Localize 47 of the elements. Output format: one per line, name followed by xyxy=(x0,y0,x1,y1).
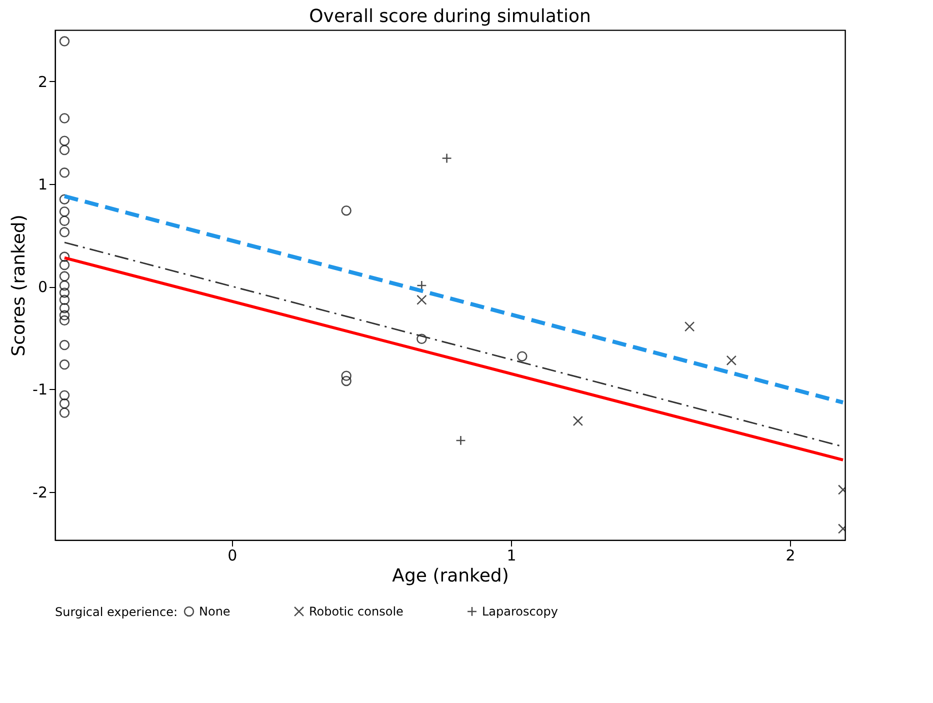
point xyxy=(517,351,528,362)
point xyxy=(684,321,695,332)
legend-label: Laparoscopy xyxy=(482,604,558,618)
y-tick-label: 0 xyxy=(38,278,48,296)
x-tick-label: 0 xyxy=(228,546,238,564)
y-axis-title: Scores (ranked) xyxy=(8,214,30,356)
point xyxy=(59,340,70,350)
point xyxy=(59,271,70,282)
point xyxy=(59,168,70,178)
y-tick-label: -2 xyxy=(32,483,48,502)
x-tick-label: 1 xyxy=(506,546,516,564)
point xyxy=(416,334,427,344)
point xyxy=(59,260,70,270)
point xyxy=(59,294,70,305)
point xyxy=(59,408,70,418)
point xyxy=(59,227,70,238)
point xyxy=(341,376,352,386)
point xyxy=(59,288,70,298)
point xyxy=(416,294,427,305)
point xyxy=(341,205,352,216)
point xyxy=(59,398,70,409)
point xyxy=(59,359,70,370)
point xyxy=(59,36,70,46)
point xyxy=(59,252,70,262)
point xyxy=(341,370,352,381)
point xyxy=(59,390,70,400)
legend-title: Surgical experience: xyxy=(55,605,178,619)
chart-title: Overall score during simulation xyxy=(309,6,591,27)
x-axis-title: Age (ranked) xyxy=(392,566,509,586)
y-tick-label: 1 xyxy=(38,175,48,194)
point xyxy=(572,416,584,426)
legend-label: Robotic console xyxy=(309,604,404,618)
x-tick-label: 2 xyxy=(786,546,796,564)
point xyxy=(59,144,70,156)
point xyxy=(59,280,70,291)
point xyxy=(726,355,737,366)
y-tick-label: 2 xyxy=(38,72,48,91)
point xyxy=(59,310,70,320)
y-tick-label: -1 xyxy=(32,380,48,399)
point xyxy=(59,315,70,326)
legend-label: None xyxy=(199,604,230,618)
point xyxy=(59,136,70,146)
point xyxy=(456,435,466,446)
point xyxy=(59,113,70,124)
point xyxy=(59,302,70,314)
point xyxy=(59,206,70,217)
point xyxy=(59,216,70,226)
